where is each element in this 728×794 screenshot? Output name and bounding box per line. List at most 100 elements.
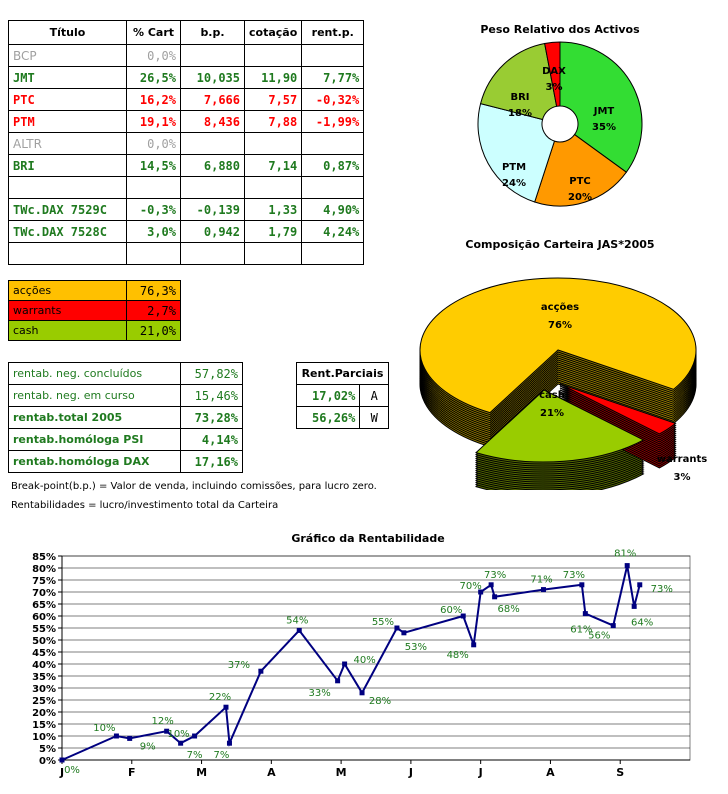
holding-pct: 0,0% xyxy=(126,132,181,155)
returns-point-marker xyxy=(226,740,232,746)
partial-return-tag: W xyxy=(359,406,389,429)
returns-table-body: rentab. neg. concluídos 57,82% rentab. neg… xyxy=(8,362,243,473)
returns-point-marker xyxy=(492,594,498,600)
asset-slice-label: DAX xyxy=(542,66,566,77)
y-tick-label: 75% xyxy=(32,576,56,587)
holding-quote: 7,88 xyxy=(243,110,303,133)
returns-point-label: 10% xyxy=(93,723,115,734)
returns-point-label: 0% xyxy=(64,765,80,776)
holding-rent: -0,32% xyxy=(301,88,365,111)
returns-row: rentab. neg. concluídos 57,82% xyxy=(8,362,243,385)
returns-point-label: 55% xyxy=(372,617,394,628)
partial-returns-row: 17,02% A xyxy=(295,384,389,407)
returns-label: rentab.total 2005 xyxy=(8,406,181,429)
holding-bp xyxy=(180,132,245,155)
holdings-table-body: Título% Cart b.p. cotação rent.p. BCP 0,0% JMT… xyxy=(8,20,365,265)
returns-point-label: 12% xyxy=(152,716,174,727)
holding-pct: 3,0% xyxy=(126,220,181,243)
returns-point-marker xyxy=(113,733,119,739)
asset-slice-value: 24% xyxy=(502,178,526,189)
asset-slice-value: 18% xyxy=(508,108,532,119)
holding-rent xyxy=(301,242,365,265)
returns-point-label: 40% xyxy=(353,655,375,666)
returns-point-marker xyxy=(164,728,170,734)
holding-name xyxy=(8,176,127,199)
allocation-table-body: acções 76,3% warrants 2,7% cash 21,0% xyxy=(8,280,181,341)
holding-quote xyxy=(243,176,303,199)
holding-pct xyxy=(126,242,181,265)
asset-weight-pie-title: Peso Relativo dos Activos xyxy=(480,23,640,36)
holding-quote: 7,14 xyxy=(243,154,303,177)
allocation-label: cash xyxy=(8,320,127,341)
holdings-header-cell: b.p. xyxy=(180,20,245,45)
composition-slice-cash xyxy=(475,389,645,463)
returns-point-label: 37% xyxy=(228,660,250,671)
returns-point-marker xyxy=(178,740,184,746)
y-tick-label: 5% xyxy=(39,744,56,755)
composition-slice-acções xyxy=(419,277,697,414)
partial-return-value: 17,02% xyxy=(295,384,361,407)
plot-area xyxy=(61,555,691,761)
returns-point-label: 73% xyxy=(563,570,585,581)
returns-value: 73,28% xyxy=(180,406,243,429)
partial-return-tag: A xyxy=(359,384,389,407)
returns-point-label: 71% xyxy=(530,575,552,586)
note-rentabilidades: Rentabilidades = lucro/investimento tota… xyxy=(11,500,279,511)
x-tick-label: M xyxy=(336,766,347,779)
holdings-row xyxy=(8,242,365,265)
holding-quote: 1,33 xyxy=(243,198,303,221)
holding-bp: 8,436 xyxy=(180,110,245,133)
asset-slice-jmt xyxy=(559,41,643,173)
asset-slice-value: 20% xyxy=(568,192,592,203)
returns-point-label: 7% xyxy=(214,750,230,761)
holding-bp: 0,942 xyxy=(180,220,245,243)
holding-name: ALTR xyxy=(8,132,127,155)
returns-point-marker xyxy=(223,704,229,710)
holding-bp xyxy=(180,242,245,265)
returns-point-label: 61% xyxy=(570,625,592,636)
y-tick-label: 35% xyxy=(32,672,56,683)
holding-pct: -0,3% xyxy=(126,198,181,221)
holding-quote xyxy=(243,242,303,265)
y-tick-label: 25% xyxy=(32,696,56,707)
asset-slice-bri xyxy=(479,42,558,121)
allocation-value: 2,7% xyxy=(126,300,181,321)
returns-point-marker xyxy=(540,587,546,593)
returns-point-marker xyxy=(631,603,637,609)
holdings-row xyxy=(8,176,365,199)
x-tick-label: J xyxy=(408,766,413,779)
holding-rent xyxy=(301,132,365,155)
composition-slice-label: acções xyxy=(541,302,579,313)
composition-slice-label: warrants xyxy=(657,454,707,465)
returns-point-label: 64% xyxy=(631,617,653,628)
allocation-row: acções 76,3% xyxy=(8,280,181,301)
asset-slice-value: 35% xyxy=(592,122,616,133)
x-tick-label: A xyxy=(546,766,555,779)
returns-point-marker xyxy=(471,642,477,648)
holdings-row: TWc.DAX 7529C -0,3% -0,139 1,33 4,90% xyxy=(8,198,365,221)
returns-point-label: 7% xyxy=(187,750,203,761)
y-tick-label: 10% xyxy=(32,732,56,743)
partial-returns-row: 56,26% W xyxy=(295,406,389,429)
returns-point-marker xyxy=(460,613,466,619)
returns-point-label: 68% xyxy=(498,604,520,615)
returns-point-label: 70% xyxy=(460,581,482,592)
returns-point-label: 54% xyxy=(286,615,308,626)
x-tick-label: A xyxy=(267,766,276,779)
returns-point-label: 60% xyxy=(440,605,462,616)
returns-value: 57,82% xyxy=(180,362,243,385)
asset-weight-pie-chart: Peso Relativo dos Activos JMT 35% PTC 20% PT… xyxy=(477,23,643,207)
holding-quote: 1,79 xyxy=(243,220,303,243)
returns-table: rentab. neg. concluídos 57,82% rentab. neg… xyxy=(8,362,243,473)
holding-name: PTC xyxy=(8,88,127,111)
returns-label: rentab.homóloga DAX xyxy=(8,450,181,473)
y-tick-label: 65% xyxy=(32,600,56,611)
asset-slice-ptc xyxy=(534,133,628,207)
allocation-row: cash 21,0% xyxy=(8,320,181,341)
portfolio-composition-pie-chart: Composição Carteira JAS*2005 acções 76% ca… xyxy=(419,238,707,490)
returns-point-marker xyxy=(610,623,616,629)
x-tick-label: J xyxy=(59,766,64,779)
returns-point-marker xyxy=(579,582,585,588)
allocation-value: 21,0% xyxy=(126,320,181,341)
returns-value: 4,14% xyxy=(180,428,243,451)
